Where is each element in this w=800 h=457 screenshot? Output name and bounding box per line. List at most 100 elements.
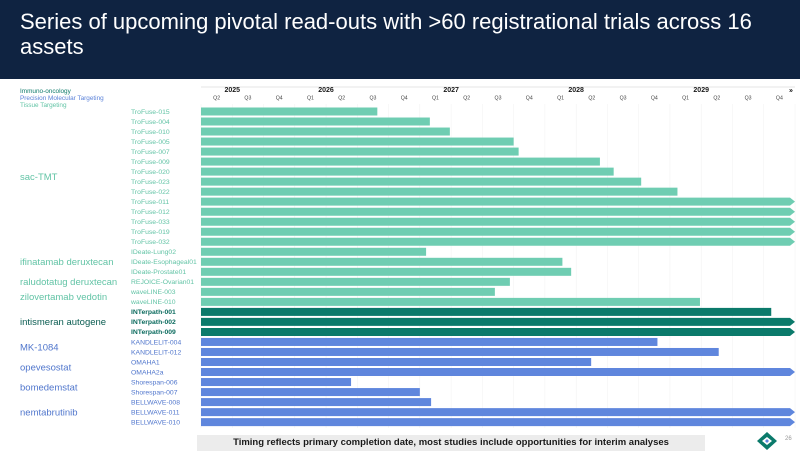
trial-label: KANDLELIT-004 — [131, 339, 181, 346]
timeline-bar — [201, 257, 563, 266]
asset-label: MK-1084 — [20, 342, 59, 353]
timeline-bar — [201, 277, 510, 286]
beyond-marker: » — [789, 88, 793, 95]
timeline-bar — [201, 418, 795, 427]
quarter-label: Q3 — [620, 96, 627, 102]
trial-label: INTerpath-001 — [131, 309, 176, 316]
trial-label: BELLWAVE-011 — [131, 409, 180, 416]
legend-item-tissue-targeting: Tissue Targeting — [20, 102, 67, 109]
trial-label: TroFuse-010 — [131, 129, 170, 136]
year-label-2029: 2029 — [693, 87, 709, 94]
trial-label: TroFuse-012 — [131, 209, 170, 216]
timeline-bar — [201, 327, 795, 336]
quarter-label: Q3 — [745, 96, 752, 102]
asset-label: intismeran autogene — [20, 317, 106, 328]
trial-label: TroFuse-009 — [131, 159, 170, 166]
timeline-bar — [201, 107, 378, 116]
year-label-2027: 2027 — [443, 87, 459, 94]
quarter-label: Q4 — [276, 96, 283, 102]
timeline-bar — [201, 378, 352, 387]
quarter-label: Q3 — [244, 96, 251, 102]
timeline-bar — [201, 398, 432, 407]
trial-label: REJOICE-Ovarian01 — [131, 279, 194, 286]
timeline-bar — [201, 297, 700, 306]
year-label-2025: 2025 — [224, 87, 240, 94]
trial-label: BELLWAVE-010 — [131, 419, 180, 426]
trial-label: OMAHA2a — [131, 369, 164, 376]
page-number: 26 — [785, 436, 792, 442]
timeline-bar — [201, 217, 795, 226]
trial-label: TroFuse-015 — [131, 109, 170, 116]
timeline-bar — [201, 368, 795, 377]
trial-label: TroFuse-020 — [131, 169, 170, 176]
trial-label: BELLWAVE-008 — [131, 399, 180, 406]
timeline-bar — [201, 207, 795, 216]
timeline-bar — [201, 287, 495, 296]
timeline-bar — [201, 237, 795, 246]
trial-label: waveLINE-003 — [130, 289, 176, 296]
asset-label: sac-TMT — [20, 172, 58, 183]
quarter-label: Q2 — [338, 96, 345, 102]
trial-label: IDeate-Esophageal01 — [131, 259, 197, 266]
year-label-2028: 2028 — [568, 87, 584, 94]
quarter-label: Q4 — [651, 96, 658, 102]
timeline-bar — [201, 267, 572, 276]
timeline-bar — [201, 127, 450, 136]
timeline-bar — [201, 307, 772, 316]
quarter-label: Q2 — [713, 96, 720, 102]
asset-label: zilovertamab vedotin — [20, 292, 107, 303]
quarter-label: Q1 — [557, 96, 564, 102]
company-logo-icon — [757, 432, 777, 450]
asset-label: bomedemstat — [20, 382, 78, 393]
trial-label: INTerpath-002 — [131, 319, 176, 326]
quarter-label: Q2 — [213, 96, 220, 102]
quarter-label: Q4 — [401, 96, 408, 102]
trial-label: KANDLELIT-012 — [131, 349, 181, 356]
trial-label: TroFuse-007 — [131, 149, 170, 156]
timeline-bar — [201, 358, 592, 366]
trial-label: Shorespan-007 — [131, 389, 178, 396]
asset-label: ifinatamab deruxtecan — [20, 257, 113, 268]
asset-label: nemtabrutinib — [20, 407, 78, 418]
footnote: Timing reflects primary completion date,… — [197, 435, 705, 451]
year-label-2026: 2026 — [318, 87, 334, 94]
quarter-label: Q2 — [588, 96, 595, 102]
quarter-label: Q3 — [495, 96, 502, 102]
timeline-bar — [201, 337, 658, 346]
asset-label: opevesostat — [20, 362, 72, 373]
trial-label: TroFuse-019 — [131, 229, 170, 236]
timeline-bar — [201, 227, 795, 236]
timeline-bar — [201, 137, 514, 146]
quarter-label: Q4 — [526, 96, 533, 102]
trial-label: TroFuse-032 — [131, 239, 170, 246]
timeline-bar — [201, 147, 519, 156]
quarter-label: Q3 — [369, 96, 376, 102]
trial-label: TroFuse-011 — [131, 199, 169, 206]
legend-item-precision-molecular-targeting: Precision Molecular Targeting — [20, 95, 104, 102]
trial-label: TroFuse-004 — [131, 119, 170, 126]
timeline-bar — [201, 177, 642, 186]
trial-label: IDeate-Lung02 — [131, 249, 176, 256]
trial-label: TroFuse-033 — [131, 219, 170, 226]
trial-label: waveLINE-010 — [130, 299, 176, 306]
trial-label: TroFuse-005 — [131, 139, 170, 146]
trial-label: TroFuse-023 — [131, 179, 170, 186]
timeline-bar — [201, 197, 795, 206]
timeline-bar — [201, 408, 795, 417]
trial-label: INTerpath-009 — [131, 329, 176, 336]
page-title: Series of upcoming pivotal read-outs wit… — [20, 9, 752, 59]
timeline-bar — [201, 157, 600, 166]
quarter-label: Q2 — [463, 96, 470, 102]
quarter-label: Q1 — [682, 96, 689, 102]
quarter-label: Q4 — [776, 96, 783, 102]
trial-label: TroFuse-022 — [131, 189, 170, 196]
asset-label: raludotatug deruxtecan — [20, 277, 117, 288]
timeline-bar — [201, 388, 420, 397]
timeline-bar — [201, 117, 430, 126]
timeline-bar — [201, 187, 678, 196]
title-bar: Series of upcoming pivotal read-outs wit… — [0, 0, 800, 79]
trial-label: IDeate-Prostate01 — [131, 269, 186, 276]
trial-label: Shorespan-006 — [131, 379, 178, 386]
timeline-bar — [201, 167, 614, 176]
